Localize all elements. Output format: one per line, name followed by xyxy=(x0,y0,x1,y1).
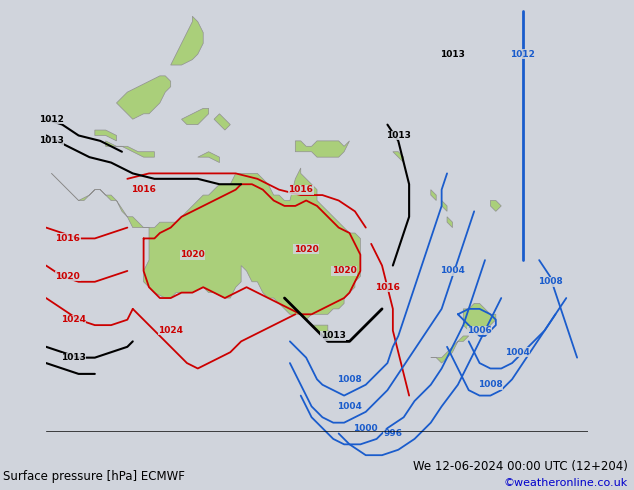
Text: 1016: 1016 xyxy=(131,185,156,194)
Polygon shape xyxy=(106,141,155,157)
Text: 1020: 1020 xyxy=(294,245,318,254)
Polygon shape xyxy=(430,190,436,200)
Text: 1013: 1013 xyxy=(321,331,346,341)
Text: 1012: 1012 xyxy=(39,115,64,123)
Polygon shape xyxy=(181,108,209,124)
Polygon shape xyxy=(430,336,469,363)
Polygon shape xyxy=(51,168,360,319)
Text: 1004: 1004 xyxy=(337,402,362,411)
Text: 1008: 1008 xyxy=(538,277,562,286)
Text: 1016: 1016 xyxy=(288,185,313,194)
Text: 1013: 1013 xyxy=(61,353,86,362)
Polygon shape xyxy=(117,76,171,119)
Polygon shape xyxy=(442,200,447,211)
Text: 1024: 1024 xyxy=(61,315,86,324)
Text: 1013: 1013 xyxy=(39,136,64,146)
Polygon shape xyxy=(463,303,496,331)
Text: 1004: 1004 xyxy=(440,267,465,275)
Text: 1024: 1024 xyxy=(158,326,183,335)
Polygon shape xyxy=(214,114,230,130)
Text: 1004: 1004 xyxy=(505,348,530,357)
Text: Surface pressure [hPa] ECMWF: Surface pressure [hPa] ECMWF xyxy=(3,469,185,483)
Polygon shape xyxy=(198,152,219,163)
Text: 1016: 1016 xyxy=(55,234,80,243)
Text: 1020: 1020 xyxy=(55,272,80,281)
Text: 1008: 1008 xyxy=(478,380,503,389)
Text: 1012: 1012 xyxy=(510,49,535,59)
Text: 996: 996 xyxy=(384,429,403,438)
Polygon shape xyxy=(447,217,453,227)
Polygon shape xyxy=(491,200,501,211)
Text: 1008: 1008 xyxy=(337,375,362,384)
Text: 1000: 1000 xyxy=(354,423,378,433)
Text: 1020: 1020 xyxy=(180,250,205,259)
Text: 1013: 1013 xyxy=(386,131,411,140)
Text: 1013: 1013 xyxy=(440,49,465,59)
Text: 1020: 1020 xyxy=(332,267,356,275)
Polygon shape xyxy=(171,16,204,65)
Polygon shape xyxy=(311,325,333,342)
Text: We 12-06-2024 00:00 UTC (12+204): We 12-06-2024 00:00 UTC (12+204) xyxy=(413,460,628,473)
Polygon shape xyxy=(295,141,349,157)
Polygon shape xyxy=(95,130,117,141)
Text: 1016: 1016 xyxy=(375,283,400,292)
Polygon shape xyxy=(393,152,404,163)
Text: ©weatheronline.co.uk: ©weatheronline.co.uk xyxy=(503,478,628,488)
Text: 1006: 1006 xyxy=(467,326,492,335)
